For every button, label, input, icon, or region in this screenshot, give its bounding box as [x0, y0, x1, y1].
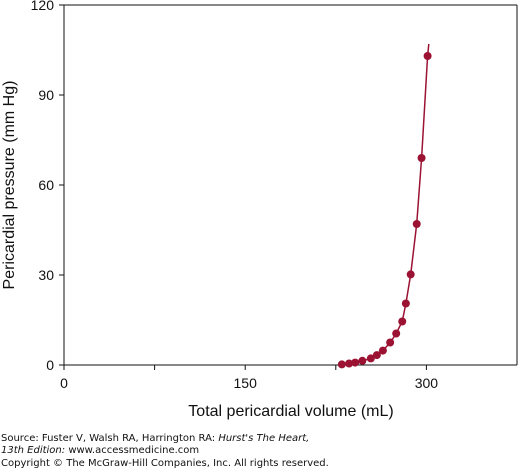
- data-point: [423, 52, 432, 60]
- data-point: [372, 351, 381, 360]
- y-tick-label: 60: [38, 177, 54, 193]
- data-point: [358, 356, 367, 365]
- data-point: [345, 359, 354, 368]
- data-point: [417, 154, 426, 162]
- data-markers: [337, 52, 432, 369]
- data-point: [351, 358, 360, 367]
- source-citation: Source: Fuster V, Walsh RA, Harrington R…: [1, 433, 309, 445]
- data-point: [412, 220, 421, 228]
- data-point: [398, 317, 407, 326]
- source-prefix: Source: Fuster V, Walsh RA, Harrington R…: [1, 433, 219, 444]
- source-edition-line: 13th Edition: www.accessmedicine.com: [1, 445, 199, 457]
- source-edition: 13th Edition:: [1, 445, 69, 456]
- data-point: [337, 360, 346, 369]
- x-tick-label: 0: [60, 375, 68, 391]
- data-point: [378, 346, 387, 355]
- data-point: [406, 270, 415, 279]
- source-url: www.accessmedicine.com: [68, 445, 200, 456]
- series-line: [341, 43, 430, 366]
- data-curve: [341, 43, 430, 366]
- x-tick-label: 150: [234, 375, 258, 391]
- copyright-notice: Copyright © The McGraw-Hill Companies, I…: [1, 458, 329, 469]
- y-tick-label: 120: [31, 0, 55, 13]
- source-book-title: Hurst's The Heart,: [218, 433, 310, 444]
- y-axis-title: Pericardial pressure (mm Hg): [1, 81, 18, 290]
- y-tick-label: 90: [38, 87, 54, 103]
- x-tick-label: 300: [415, 375, 439, 391]
- data-point: [401, 299, 410, 308]
- y-axis-ticks: 0 30 60 90 120: [31, 0, 64, 373]
- x-axis-ticks: 0 150 300: [60, 365, 438, 391]
- plot-frame: [63, 4, 518, 366]
- y-tick-label: 30: [38, 267, 54, 283]
- data-point: [392, 329, 401, 338]
- data-point: [366, 354, 375, 363]
- y-tick-label: 0: [46, 357, 54, 373]
- data-point: [386, 338, 395, 347]
- x-axis-title: Total pericardial volume (mL): [188, 403, 393, 420]
